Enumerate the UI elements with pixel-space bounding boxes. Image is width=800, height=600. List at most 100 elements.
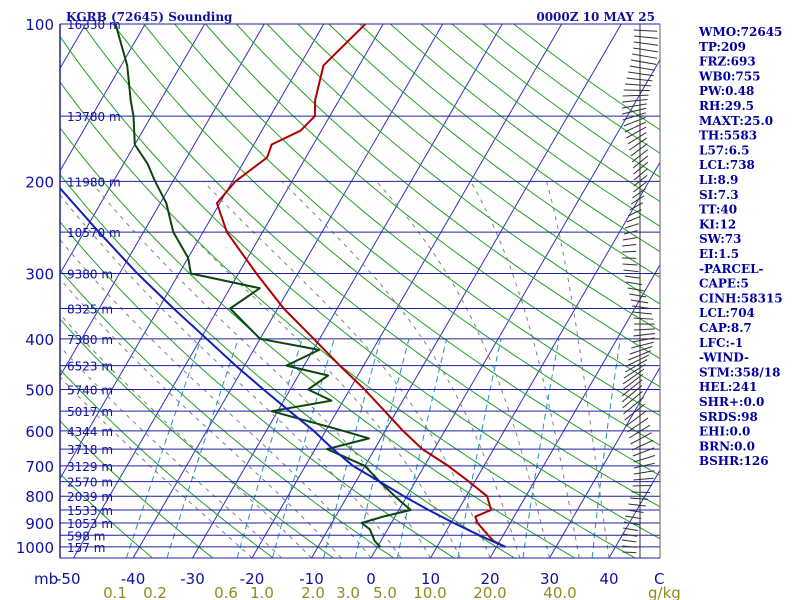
stat-line: CAP:8.7 [699, 321, 752, 335]
mixing-ratio-line [236, 338, 303, 558]
mixing-ratio-lines [125, 338, 621, 558]
wind-barb [631, 491, 651, 494]
moist-adiabat-line [470, 181, 580, 558]
wind-barb [629, 345, 653, 355]
stat-line: WMO:72645 [698, 25, 782, 39]
moist-adiabat-line [60, 194, 402, 558]
mixing-ratio-line [522, 338, 560, 558]
wind-barb [633, 41, 659, 46]
wind-barb [631, 305, 651, 310]
moist-adiabat-lines [60, 181, 610, 558]
wind-barb [632, 447, 655, 457]
stat-line: BRN:0.0 [699, 439, 755, 453]
stat-line: TH:5583 [699, 129, 757, 143]
wind-barb [633, 328, 655, 331]
wind-barb [624, 121, 647, 133]
stat-line: SI:7.3 [699, 188, 739, 202]
stat-line: CAPE:5 [699, 277, 749, 291]
temperature-tick-label: 40 [599, 570, 618, 588]
stat-line: PW:0.48 [699, 84, 754, 98]
wind-barb [626, 77, 653, 82]
stat-line: SHR+:0.0 [699, 395, 764, 409]
isobar-lines [60, 23, 660, 548]
dry-adiabat-line [235, 24, 660, 360]
wind-barb [626, 354, 650, 367]
pressure-unit-label: mb [34, 570, 58, 588]
stat-line: L57:6.5 [699, 143, 749, 157]
stat-line: LFC:-1 [699, 336, 743, 350]
dry-adiabat-line [60, 127, 576, 558]
moist-adiabat-line [203, 181, 491, 558]
wind-barb [629, 202, 644, 211]
wind-barb [628, 350, 651, 361]
mixing-ratio-line [591, 338, 621, 558]
dry-adiabat-line [205, 24, 660, 388]
stat-line: -PARCEL- [699, 262, 764, 276]
wind-barb [622, 545, 637, 548]
wind-barb [623, 89, 650, 92]
wind-barb [630, 432, 652, 445]
wind-barb [628, 503, 646, 507]
wind-barb [630, 143, 648, 157]
wind-barb [625, 515, 642, 520]
stat-line: LCL:704 [699, 306, 755, 320]
moist-adiabat-line [60, 278, 342, 558]
stat-line: LI:8.9 [699, 173, 738, 187]
moist-adiabat-line [60, 313, 312, 558]
isotherm-line [73, 24, 384, 558]
height-label: 16330 m [67, 18, 121, 32]
isotherm-line [430, 161, 660, 558]
wind-barb [633, 174, 648, 187]
mixing-ratio-line [396, 338, 448, 558]
wind-barb [622, 263, 638, 266]
dry-adiabat-line [81, 24, 660, 508]
dry-adiabat-line [60, 81, 636, 558]
wind-barb [622, 533, 638, 537]
wind-barb [621, 250, 637, 253]
pressure-tick-label: 500 [25, 382, 54, 400]
mixing-ratio-tick-label: 0.2 [143, 584, 167, 600]
height-label: 598 m [67, 529, 105, 543]
wind-barb [624, 275, 641, 279]
wind-barb [621, 379, 643, 397]
wind-barb [632, 484, 652, 487]
height-label: 1053 m [67, 517, 113, 531]
wind-barb [633, 477, 654, 481]
mixing-ratio-tick-label: 40.0 [543, 584, 576, 600]
dry-adiabat-line [328, 24, 660, 279]
wind-barb [627, 71, 654, 77]
wind-barb [632, 311, 653, 315]
height-label: 2039 m [67, 490, 113, 504]
wind-barb [622, 112, 647, 121]
wind-barb [629, 497, 648, 500]
isotherm-line [0, 24, 26, 558]
wind-barb [623, 116, 646, 127]
wind-barb [632, 181, 647, 193]
temperature-tick-label: 30 [540, 570, 559, 588]
wind-barb [631, 149, 648, 163]
temperature-tick-label: 10 [421, 570, 440, 588]
moist-adiabat-line [546, 181, 610, 558]
wind-barb [629, 137, 648, 151]
height-label: 7380 m [67, 333, 113, 347]
wind-barb [630, 59, 657, 65]
dry-adiabat-line [359, 24, 660, 253]
sounding-traces [60, 24, 506, 548]
stat-line: WB0:755 [698, 69, 760, 83]
wind-barb [622, 551, 637, 554]
wind-barb [623, 363, 646, 379]
wind-barb [626, 281, 642, 286]
wind-barb [633, 47, 658, 53]
dewpoint-trace [114, 24, 412, 548]
parcel-trace [60, 186, 506, 548]
height-label: 9380 m [67, 267, 113, 281]
stat-line: EI:1.5 [699, 247, 739, 261]
wind-barb [622, 390, 643, 409]
height-label: 10570 m [67, 226, 121, 240]
wind-barb [622, 244, 637, 247]
pressure-tick-label: 200 [25, 173, 54, 191]
height-label: 13780 m [67, 110, 121, 124]
chart-title-left: KGRB (72645) Sounding [66, 10, 233, 24]
wind-barb [625, 359, 648, 373]
